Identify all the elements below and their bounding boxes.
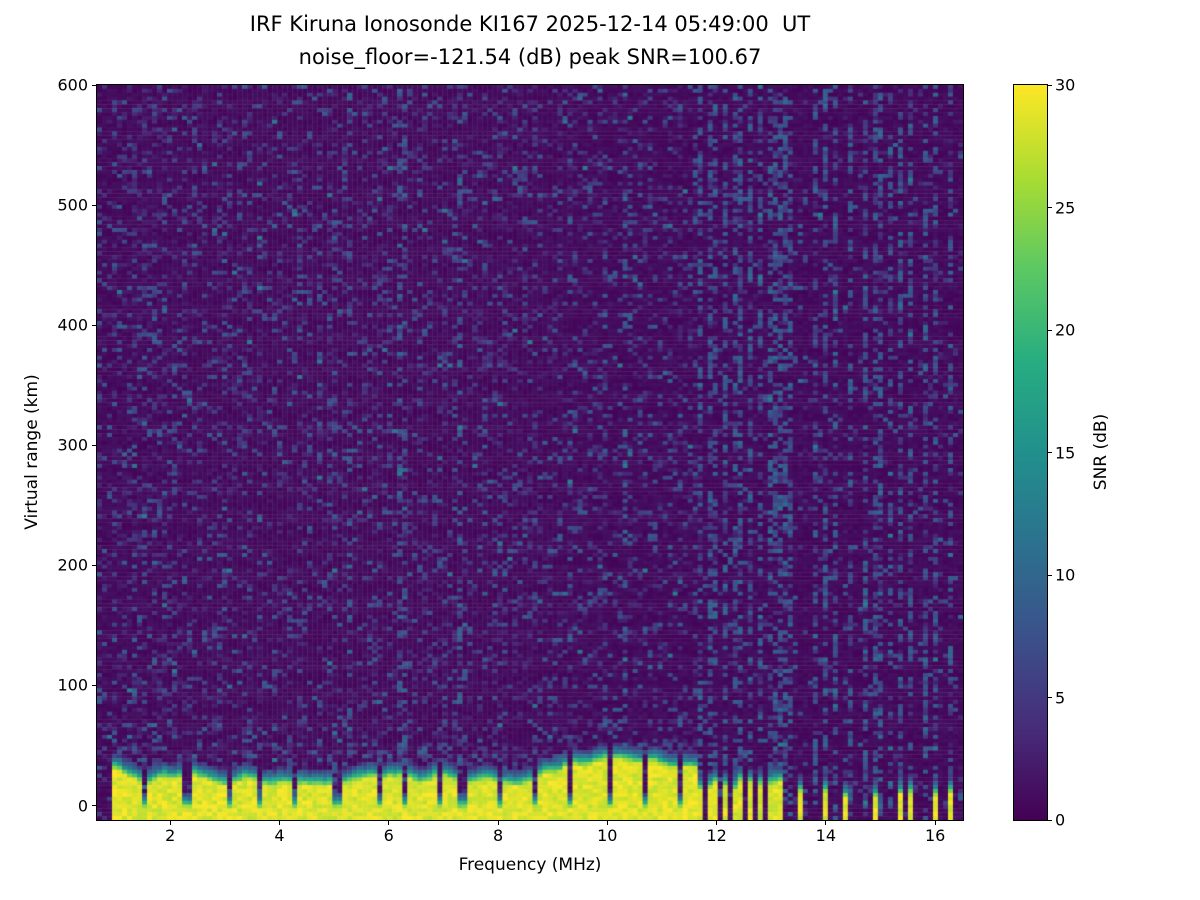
colorbar-tick-mark [1048,574,1052,576]
x-tick-label: 12 [706,826,727,845]
x-tick-mark [278,821,280,825]
colorbar-label: SNR (dB) [1091,413,1111,491]
colorbar-tick-mark [1048,819,1052,821]
ionogram-heatmap [97,85,963,820]
y-tick-label: 0 [77,796,88,816]
chart-subtitle: noise_floor=-121.54 (dB) peak SNR=100.67 [298,45,762,69]
colorbar-gradient [1014,85,1047,820]
x-tick-label: 4 [274,826,285,845]
colorbar-tick-mark [1048,452,1052,453]
y-axis-label: Virtual range (km) [22,374,42,530]
y-tick-label: 400 [57,315,88,335]
y-tick-label: 300 [57,435,88,455]
x-tick-label: 6 [383,826,394,845]
colorbar-tick-label: 25 [1055,198,1076,217]
colorbar-tick-label: 10 [1055,565,1076,585]
colorbar-tick-mark [1048,207,1052,208]
x-tick-mark [934,821,936,825]
x-tick-label: 14 [815,826,837,845]
y-tick-label: 200 [57,555,88,575]
x-tick-mark [606,821,608,825]
x-tick-label: 2 [165,826,176,845]
y-tick-label: 500 [57,195,88,215]
y-tick-mark [92,564,96,566]
x-tick-label: 10 [597,826,618,845]
colorbar-tick-mark [1048,329,1052,331]
x-tick-label: 8 [492,826,504,845]
colorbar-tick-label: 15 [1055,443,1076,462]
colorbar-tick-label: 5 [1055,688,1066,707]
x-tick-mark [716,821,718,825]
x-tick-label: 16 [924,826,946,845]
x-axis-label: Frequency (MHz) [458,855,602,875]
y-tick-mark [92,805,96,807]
colorbar-tick-mark [1048,697,1052,698]
y-tick-mark [92,324,96,326]
x-tick-mark [388,821,390,825]
y-tick-label: 600 [57,75,88,95]
colorbar-tick-label: 20 [1055,320,1076,340]
y-tick-label: 100 [57,675,88,695]
x-tick-mark [497,821,499,825]
x-tick-mark [169,821,171,825]
y-tick-mark [92,684,96,686]
y-tick-mark [92,204,96,206]
chart-title: IRF Kiruna Ionosonde KI167 2025-12-14 05… [249,12,811,36]
y-tick-mark [92,444,96,446]
colorbar [1013,84,1048,821]
colorbar-tick-mark [1048,84,1052,86]
x-tick-mark [825,821,827,825]
colorbar-tick-label: 0 [1055,810,1066,830]
y-tick-mark [92,84,96,86]
colorbar-tick-label: 30 [1055,75,1076,95]
plot-area [96,84,964,821]
